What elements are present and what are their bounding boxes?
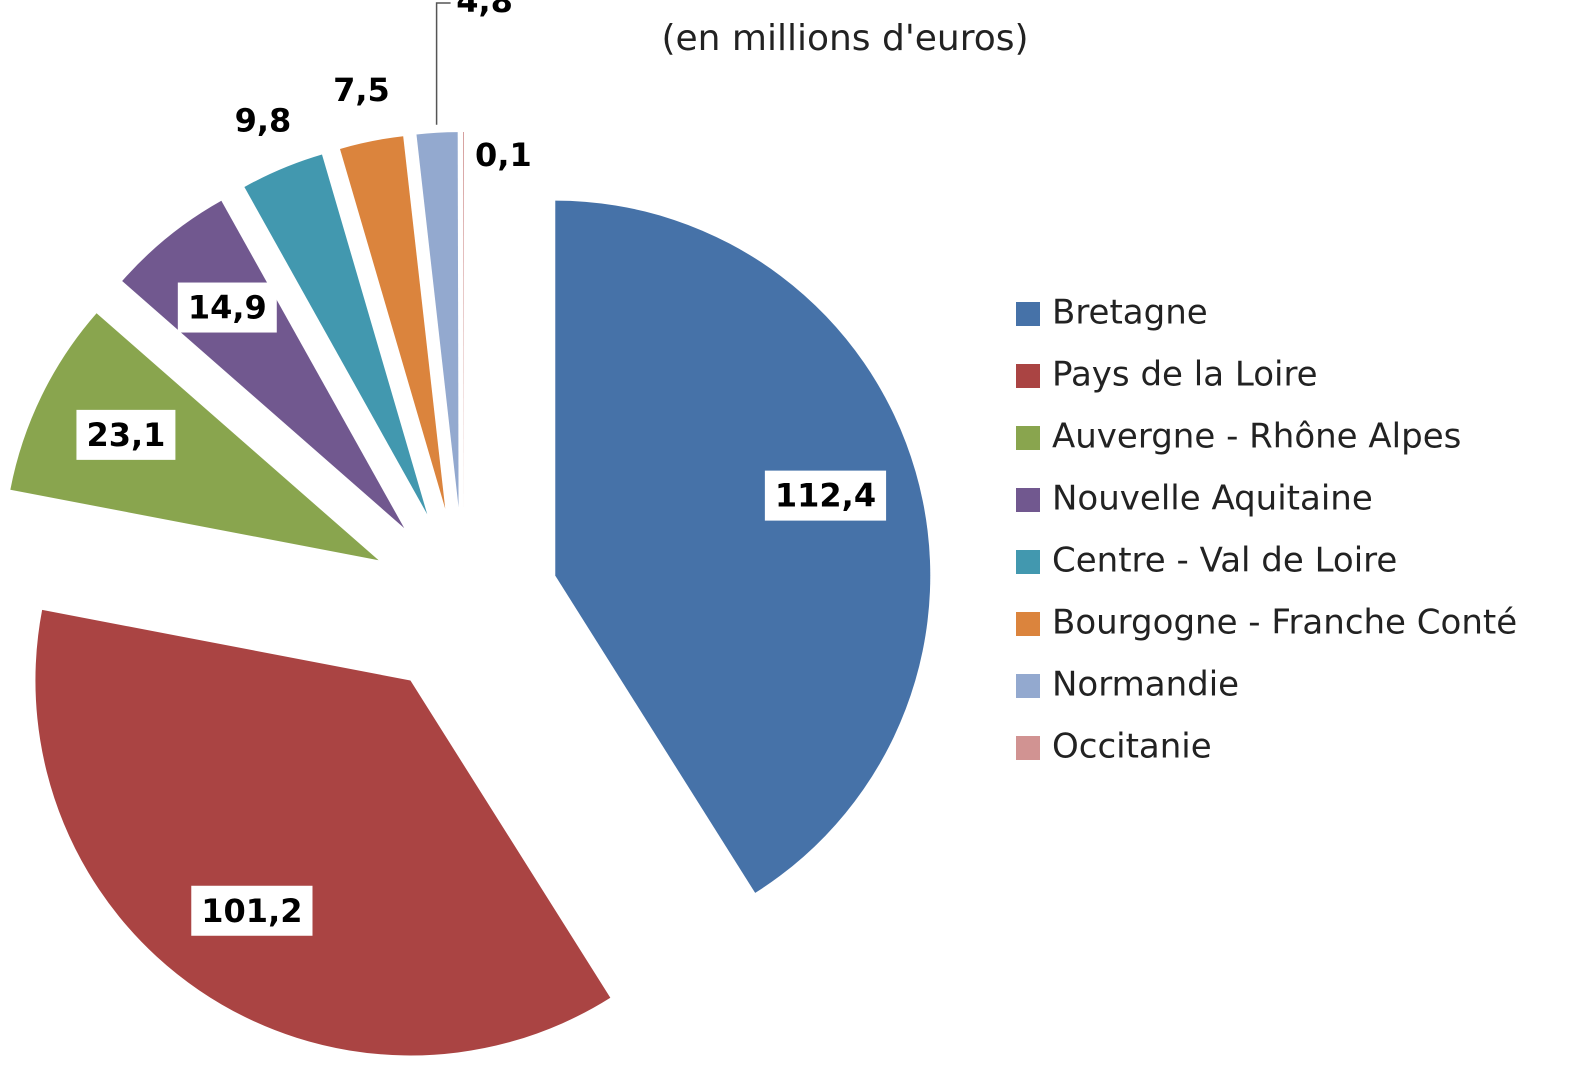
pie-slice	[416, 132, 459, 508]
leader-line	[435, 2, 451, 125]
value-label: 14,9	[188, 289, 267, 327]
legend-swatch	[1016, 736, 1040, 760]
legend-swatch	[1016, 364, 1040, 388]
legend-swatch	[1016, 550, 1040, 574]
value-label: 0,1	[475, 136, 532, 174]
legend-swatch	[1016, 612, 1040, 636]
value-label: 112,4	[775, 477, 876, 515]
legend-swatch	[1016, 488, 1040, 512]
value-label-box	[191, 885, 313, 936]
value-label: 9,8	[235, 101, 292, 139]
legend-swatch	[1016, 302, 1040, 326]
value-label: 4,8	[456, 0, 513, 20]
value-label: 101,2	[201, 892, 302, 930]
value-label-box	[177, 282, 277, 333]
value-label-box	[76, 409, 176, 460]
pie-slice	[339, 136, 446, 509]
legend-label: Auvergne - Rhône Alpes	[1052, 417, 1461, 457]
legend-swatch	[1016, 426, 1040, 450]
legend-swatch	[1016, 674, 1040, 698]
pie-slice	[244, 154, 428, 515]
legend-label: Nouvelle Aquitaine	[1052, 479, 1373, 519]
pie-slice	[35, 609, 611, 1056]
value-label-box	[764, 470, 887, 521]
pie-slice	[463, 132, 464, 508]
chart-subtitle: (en millions d'euros)	[661, 18, 1028, 59]
pie-slice	[555, 200, 931, 893]
value-label: 23,1	[86, 416, 165, 454]
legend-label: Bretagne	[1052, 293, 1208, 333]
pie-slice	[10, 313, 379, 561]
legend-label: Normandie	[1052, 665, 1239, 705]
legend-label: Bourgogne - Franche Conté	[1052, 603, 1517, 643]
legend-label: Occitanie	[1052, 727, 1212, 767]
legend-label: Pays de la Loire	[1052, 355, 1318, 395]
legend-label: Centre - Val de Loire	[1052, 541, 1397, 581]
value-label: 7,5	[333, 71, 390, 109]
